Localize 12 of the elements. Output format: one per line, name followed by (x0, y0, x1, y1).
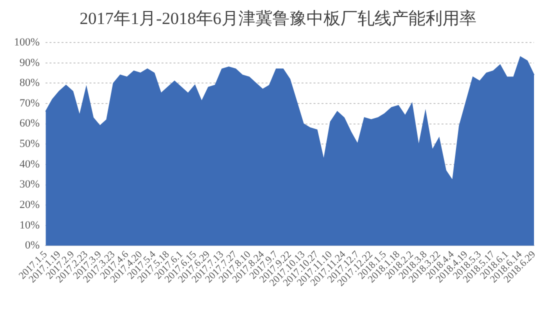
y-tick-label: 30% (19, 178, 40, 191)
y-tick-label: 100% (14, 36, 40, 48)
y-tick-label: 80% (19, 77, 40, 90)
y-tick-label: 20% (19, 198, 40, 211)
y-tick-label: 50% (19, 138, 40, 150)
y-tick-label: 40% (19, 158, 40, 170)
y-tick-label: 10% (19, 219, 40, 232)
y-tick-label: 0% (24, 240, 40, 252)
chart-title: 2017年1月-2018年6月津冀鲁豫中板厂轧线产能利用率 (78, 8, 478, 30)
y-tick-label: 70% (19, 97, 40, 110)
y-tick-label: 90% (19, 56, 40, 69)
y-tick-label: 60% (19, 118, 40, 130)
